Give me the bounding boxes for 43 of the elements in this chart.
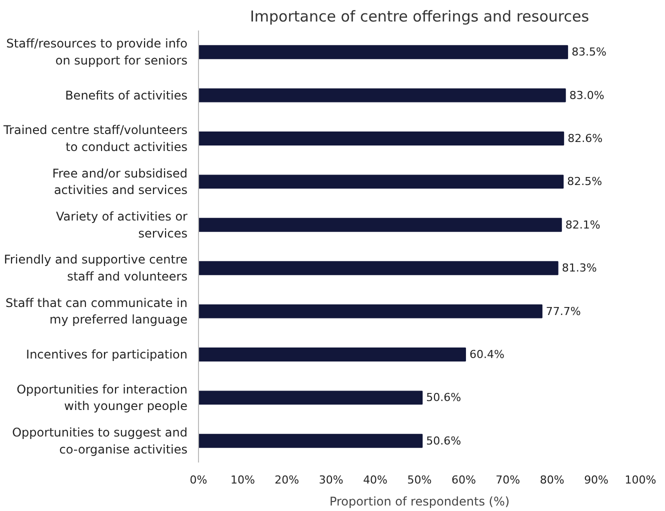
- bar: [198, 45, 568, 60]
- x-tick-label: 50%: [407, 474, 432, 486]
- data-label: 82.1%: [565, 218, 600, 232]
- bar: [198, 132, 564, 146]
- x-tick-label: 100%: [624, 474, 656, 486]
- x-tick-label: 30%: [318, 474, 344, 486]
- data-label: 50.6%: [426, 434, 462, 448]
- x-tick-label: 20%: [274, 474, 300, 486]
- bar: [198, 218, 562, 232]
- data-label: 82.5%: [567, 175, 602, 188]
- bar: [198, 174, 564, 189]
- x-tick-label: 70%: [496, 474, 520, 486]
- y-tick-label: Benefits of activities: [65, 88, 188, 102]
- x-tick-label: 80%: [540, 474, 564, 486]
- y-tick-label: Staff that can communicate in my preferred language: [6, 296, 188, 327]
- x-tick-label: 10%: [230, 474, 255, 486]
- data-label: 50.6%: [426, 391, 462, 404]
- bar: [198, 304, 542, 318]
- data-label: 82.6%: [568, 132, 603, 145]
- data-label: 77.7%: [546, 304, 581, 318]
- x-tick-label: 0%: [190, 474, 208, 486]
- x-tick-label: 40%: [363, 474, 388, 486]
- y-tick-label: Incentives for participation: [26, 348, 188, 362]
- bar: [198, 88, 566, 102]
- x-tick-label: 60%: [451, 474, 476, 486]
- y-tick-label: Free and/or subsidised activities and services: [52, 166, 188, 198]
- y-tick-label: Trained centre staff/volunteers to conduct activities: [2, 123, 188, 154]
- data-label: 83.5%: [572, 46, 607, 59]
- y-tick-label: Staff/resources to provide info on support for seniors: [6, 36, 188, 68]
- bar: [198, 434, 423, 448]
- y-tick-label: Variety of activities or services: [56, 210, 188, 240]
- y-tick-label: Opportunities for interaction with younger people: [16, 382, 188, 414]
- bar: [198, 390, 423, 405]
- bar: [198, 348, 466, 362]
- x-axis-title: Proportion of respondents (%): [329, 494, 510, 508]
- chart-title: Importance of centre offerings and resources: [250, 8, 590, 26]
- y-tick-label: Opportunities to suggest and co-organise activities: [12, 426, 188, 456]
- data-label: 60.4%: [469, 348, 504, 361]
- data-label: 81.3%: [562, 262, 597, 275]
- y-tick-label: Friendly and supportive centre staff and volunteers: [4, 252, 188, 284]
- data-label: 83.0%: [569, 88, 604, 102]
- bar: [198, 261, 558, 276]
- x-tick-label: 90%: [584, 474, 609, 486]
